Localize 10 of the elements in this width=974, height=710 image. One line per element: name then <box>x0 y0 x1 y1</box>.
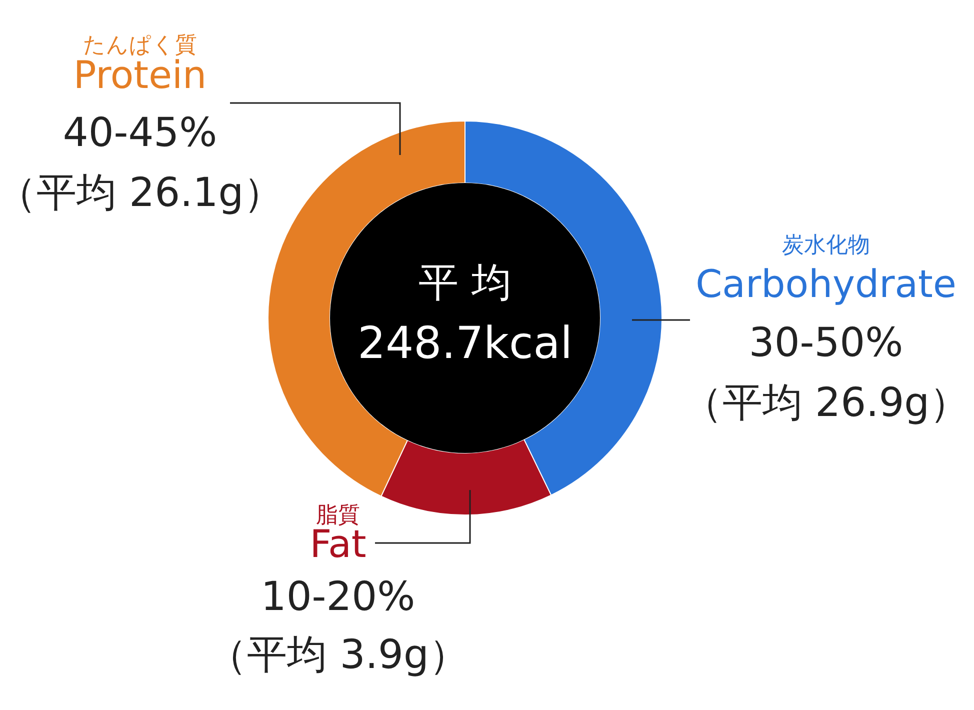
text: 平 均 <box>418 260 512 306</box>
slice-label: Carbohydrate <box>696 262 956 306</box>
text: （平均 26.1g） <box>0 170 284 216</box>
text: 40-45% <box>62 110 218 156</box>
text: 248.7kcal <box>358 318 572 369</box>
text: （平均 3.9g） <box>207 632 469 678</box>
text: 10-20% <box>260 574 416 620</box>
text: 炭水化物 <box>782 233 870 258</box>
text: 30-50% <box>748 320 904 366</box>
text: （平均 26.9g） <box>682 380 970 426</box>
